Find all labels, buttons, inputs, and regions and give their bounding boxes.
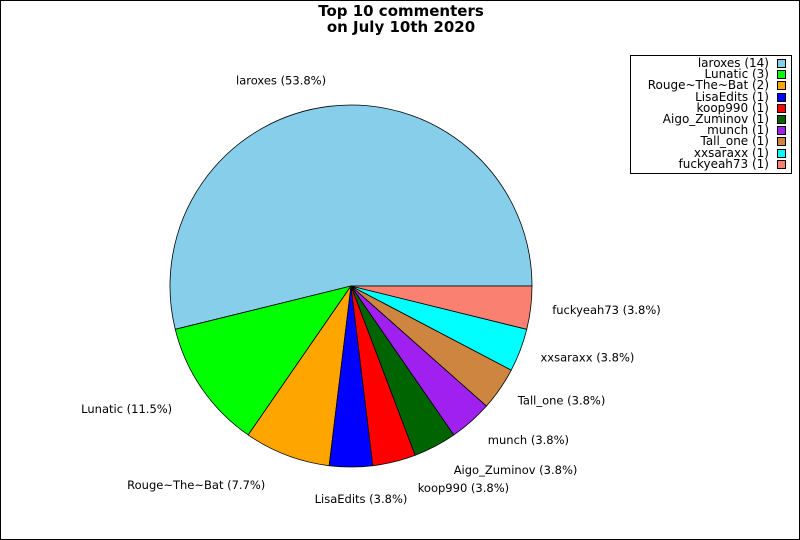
- pie-label-munch: munch (3.8%): [488, 433, 569, 447]
- pie-label-aigo-zuminov: Aigo_Zuminov (3.8%): [454, 463, 578, 477]
- legend-label: munch (1): [707, 123, 769, 138]
- pie-label-fuckyeah73: fuckyeah73 (3.8%): [552, 303, 661, 317]
- pie-label-lisaedits: LisaEdits (3.8%): [315, 492, 408, 506]
- pie-label-xxsaraxx: xxsaraxx (3.8%): [541, 350, 635, 364]
- legend-item-koop990: koop990 (1): [631, 100, 791, 115]
- legend-label: Lunatic (3): [704, 67, 770, 82]
- pie-slice-fuckyeah73: [350, 285, 533, 330]
- legend-label: koop990 (1): [696, 100, 769, 115]
- legend-swatch: [777, 126, 786, 136]
- legend-item-tall-one: Tall_one (1): [631, 134, 791, 149]
- chart-title: Top 10 commenters on July 10th 2020: [1, 2, 799, 36]
- legend-label: Rouge~The~Bat (2): [647, 78, 769, 93]
- legend: laroxes (14) Lunatic (3) Rouge~The~Bat (…: [630, 55, 792, 174]
- legend-label: LisaEdits (1): [695, 89, 769, 104]
- legend-item-aigo-zuminov: Aigo_Zuminov (1): [631, 112, 791, 127]
- legend-item-lunatic: Lunatic (3): [631, 67, 791, 82]
- chart-title-line-1: Top 10 commenters: [318, 2, 484, 20]
- legend-item-munch: munch (1): [631, 123, 791, 138]
- pie-label-koop990: koop990 (3.8%): [418, 481, 509, 495]
- legend-swatch: [777, 81, 786, 91]
- chart-title-line-2: on July 10th 2020: [326, 18, 476, 36]
- legend-swatch: [777, 148, 786, 158]
- legend-label: fuckyeah73 (1): [678, 156, 769, 171]
- legend-item-lisaedits: LisaEdits (1): [631, 89, 791, 104]
- legend-swatch: [777, 92, 786, 102]
- legend-item-laroxes: laroxes (14): [631, 56, 791, 71]
- legend-swatch: [777, 59, 786, 69]
- pie-label-tall-one: Tall_one (3.8%): [517, 394, 606, 408]
- pie-label-laroxes: laroxes (53.8%): [236, 74, 326, 88]
- pie-slice-lunatic: [174, 285, 352, 436]
- pie-slice-laroxes: [169, 104, 533, 330]
- legend-swatch: [777, 137, 786, 147]
- legend-swatch: [777, 159, 786, 169]
- legend-label: laroxes (14): [697, 56, 769, 71]
- pie-label-lunatic: Lunatic (11.5%): [81, 402, 172, 416]
- legend-item-rouge-the-bat: Rouge~The~Bat (2): [631, 78, 791, 93]
- pie-label-rouge-the-bat: Rouge~The~Bat (7.7%): [127, 478, 265, 492]
- legend-swatch: [777, 70, 786, 80]
- legend-item-xxsaraxx: xxsaraxx (1): [631, 145, 791, 160]
- legend-label: Aigo_Zuminov (1): [662, 112, 769, 127]
- legend-label: xxsaraxx (1): [693, 145, 769, 160]
- legend-item-fuckyeah73: fuckyeah73 (1): [631, 156, 791, 171]
- legend-swatch: [777, 103, 786, 113]
- legend-label: Tall_one (1): [700, 134, 769, 149]
- legend-swatch: [777, 115, 786, 125]
